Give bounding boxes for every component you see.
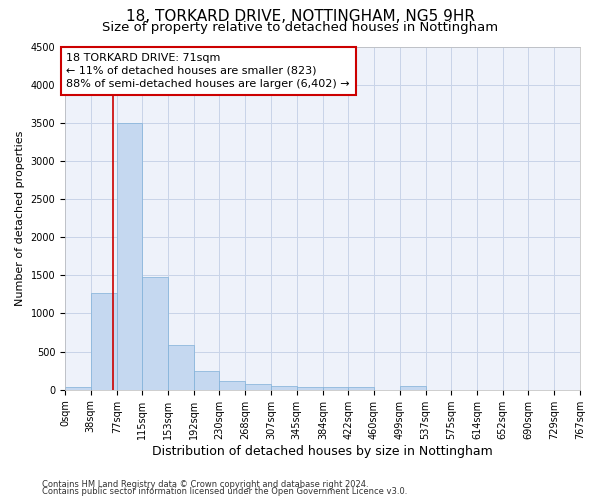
Text: 18, TORKARD DRIVE, NOTTINGHAM, NG5 9HR: 18, TORKARD DRIVE, NOTTINGHAM, NG5 9HR: [125, 9, 475, 24]
Bar: [220, 381, 245, 390]
Bar: [142, 277, 168, 390]
Text: Contains HM Land Registry data © Crown copyright and database right 2024.: Contains HM Land Registry data © Crown c…: [42, 480, 368, 489]
Bar: [296, 386, 323, 390]
Y-axis label: Number of detached properties: Number of detached properties: [15, 130, 25, 306]
Bar: [168, 346, 194, 390]
Bar: [194, 372, 220, 390]
Bar: [91, 293, 117, 390]
X-axis label: Distribution of detached houses by size in Nottingham: Distribution of detached houses by size …: [152, 444, 493, 458]
Bar: [117, 123, 142, 390]
Bar: [323, 386, 349, 390]
Bar: [65, 388, 91, 390]
Bar: [400, 386, 425, 390]
Bar: [245, 384, 271, 390]
Text: 18 TORKARD DRIVE: 71sqm
← 11% of detached houses are smaller (823)
88% of semi-d: 18 TORKARD DRIVE: 71sqm ← 11% of detache…: [67, 52, 350, 89]
Bar: [349, 386, 374, 390]
Bar: [271, 386, 296, 390]
Text: Contains public sector information licensed under the Open Government Licence v3: Contains public sector information licen…: [42, 488, 407, 496]
Text: Size of property relative to detached houses in Nottingham: Size of property relative to detached ho…: [102, 21, 498, 34]
